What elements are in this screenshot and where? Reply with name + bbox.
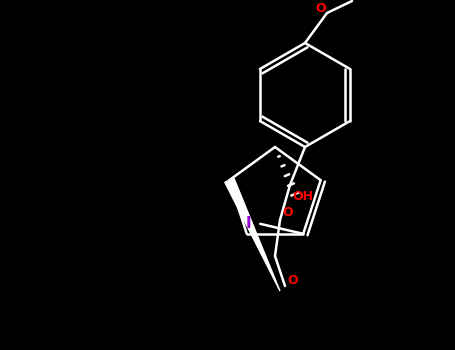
Text: O: O <box>283 205 293 218</box>
Text: OH: OH <box>293 190 313 203</box>
Polygon shape <box>225 178 280 291</box>
Text: O: O <box>288 274 298 287</box>
Text: O: O <box>316 2 326 15</box>
Text: I: I <box>245 216 251 231</box>
